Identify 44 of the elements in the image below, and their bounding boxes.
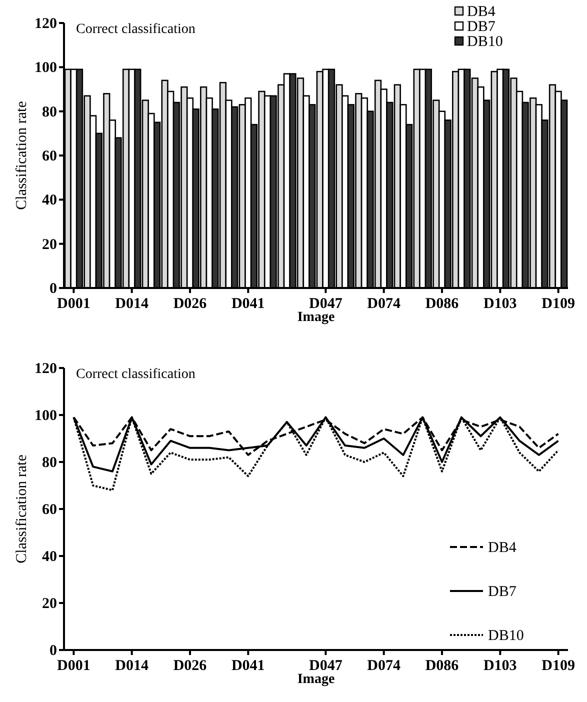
y-tick-label: 40 <box>42 192 57 209</box>
y-axis-title: Classification rate <box>14 100 30 210</box>
x-axis-title: Image <box>297 310 335 325</box>
x-tick-label: D041 <box>231 658 265 674</box>
chart-title: Correct classification <box>76 22 196 37</box>
y-tick-label: 120 <box>34 361 57 377</box>
x-tick-label: D109 <box>542 296 575 312</box>
y-tick-label: 120 <box>34 16 57 32</box>
y-tick-label: 0 <box>50 281 57 297</box>
x-tick-label: D014 <box>115 658 150 674</box>
x-tick-label: D026 <box>173 296 208 312</box>
x-tick-label: D041 <box>231 296 265 312</box>
x-tick-label: D086 <box>425 296 460 312</box>
y-axis-title: Classification rate <box>14 454 30 564</box>
y-tick-label: 60 <box>42 148 57 164</box>
legend-label: DB4 <box>467 4 496 20</box>
x-tick-label: D086 <box>425 658 460 674</box>
y-tick-label: 0 <box>50 643 57 659</box>
x-tick-label: D109 <box>542 658 575 674</box>
x-tick-label: D103 <box>483 658 517 674</box>
y-tick-label: 80 <box>42 455 57 471</box>
y-tick-label: 40 <box>42 549 57 565</box>
x-tick-label: D103 <box>483 296 517 312</box>
x-tick-label: D014 <box>115 296 150 312</box>
x-tick-label: D074 <box>367 296 402 312</box>
x-tick-label: D047 <box>309 296 343 312</box>
x-tick-label: D026 <box>173 658 208 674</box>
x-tick-label: D001 <box>57 296 90 312</box>
x-tick-label: D074 <box>367 658 402 674</box>
y-tick-label: 80 <box>42 104 57 120</box>
y-tick-label: 20 <box>42 596 57 612</box>
y-tick-label: 100 <box>34 60 57 76</box>
x-tick-label: D047 <box>309 658 343 674</box>
y-tick-label: 100 <box>34 408 57 424</box>
legend-label: DB7 <box>467 19 496 35</box>
legend-label: DB7 <box>488 584 517 600</box>
x-tick-label: D001 <box>57 658 90 674</box>
legend-label: DB4 <box>488 540 517 556</box>
legend-label: DB10 <box>488 628 524 644</box>
legend-label: DB10 <box>467 34 503 50</box>
y-tick-label: 60 <box>42 502 57 518</box>
chart-title: Correct classification <box>76 367 196 382</box>
y-tick-label: 20 <box>42 236 57 253</box>
x-axis-title: Image <box>297 672 335 687</box>
